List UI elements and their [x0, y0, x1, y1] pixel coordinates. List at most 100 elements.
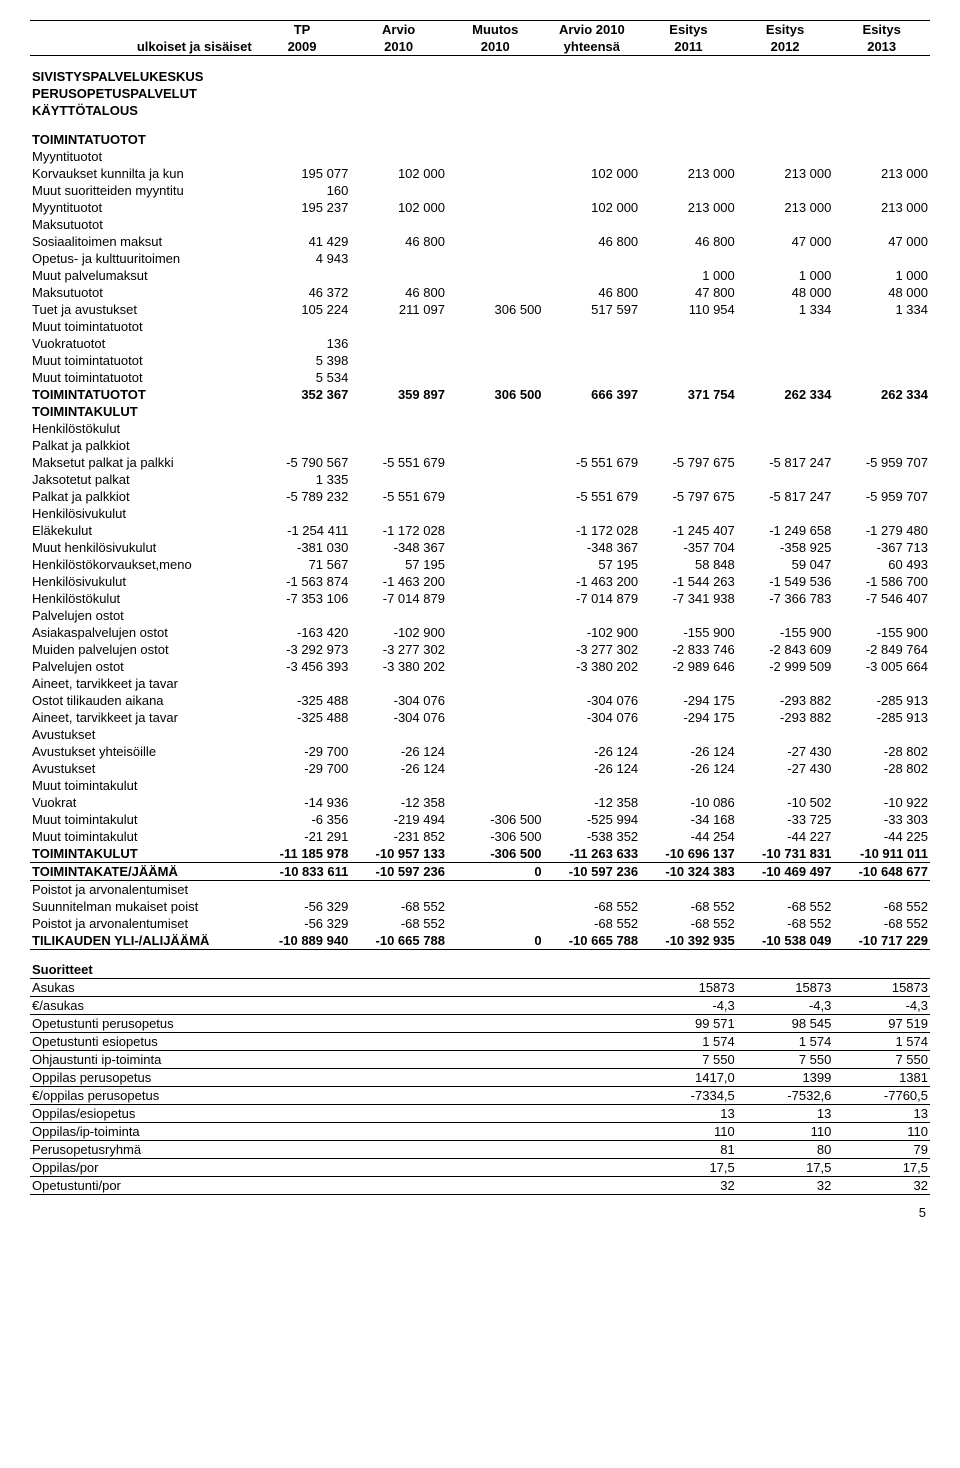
row-value: -5 959 707: [833, 454, 930, 471]
table-row: Henkilösivukulut: [30, 505, 930, 522]
table-row: TOIMINTAKATE/JÄÄMÄ-10 833 611-10 597 236…: [30, 862, 930, 880]
row-value: -4,3: [833, 997, 930, 1015]
row-value: 32: [737, 1177, 834, 1195]
row-value: [833, 403, 930, 420]
row-value: [544, 675, 641, 692]
row-value: -5 789 232: [254, 488, 351, 505]
section-title: SIVISTYSPALVELUKESKUS: [30, 68, 930, 85]
row-value: [447, 777, 544, 794]
row-value: -28 802: [833, 743, 930, 760]
row-value: -348 367: [350, 539, 447, 556]
row-value: [544, 880, 641, 898]
row-value: -26 124: [544, 743, 641, 760]
row-value: -12 358: [544, 794, 641, 811]
row-label: Palkat ja palkkiot: [30, 488, 254, 505]
row-value: [350, 1159, 447, 1177]
row-value: [737, 675, 834, 692]
row-value: [737, 471, 834, 488]
row-value: [350, 250, 447, 267]
row-value: [447, 352, 544, 369]
table-row: TOIMINTAKULUT: [30, 403, 930, 420]
row-value: -27 430: [737, 760, 834, 777]
row-value: -1 245 407: [640, 522, 737, 539]
row-value: [254, 267, 351, 284]
row-label: Muut palvelumaksut: [30, 267, 254, 284]
table-row: €/oppilas perusopetus-7334,5-7532,6-7760…: [30, 1087, 930, 1105]
row-value: 13: [737, 1105, 834, 1123]
row-value: -7760,5: [833, 1087, 930, 1105]
row-value: -2 833 746: [640, 641, 737, 658]
row-label: Oppilas/ip-toiminta: [30, 1123, 254, 1141]
table-row: Maksutuotot: [30, 216, 930, 233]
table-row: Palkat ja palkkiot-5 789 232-5 551 679-5…: [30, 488, 930, 505]
table-row: Muut suoritteiden myyntitu160: [30, 182, 930, 199]
row-label: Maksutuotot: [30, 284, 254, 301]
row-value: [737, 607, 834, 624]
row-value: [640, 216, 737, 233]
row-value: [447, 437, 544, 454]
row-value: [447, 182, 544, 199]
row-value: [737, 335, 834, 352]
row-value: -10 538 049: [737, 932, 834, 950]
row-value: 1 000: [640, 267, 737, 284]
row-value: 32: [640, 1177, 737, 1195]
row-value: -68 552: [640, 915, 737, 932]
row-value: [254, 979, 351, 997]
row-value: -1 463 200: [350, 573, 447, 590]
row-value: 59 047: [737, 556, 834, 573]
row-value: [737, 505, 834, 522]
row-value: [833, 216, 930, 233]
header-cell: Esitys: [640, 21, 737, 39]
row-value: [737, 148, 834, 165]
row-value: [350, 607, 447, 624]
row-value: [544, 403, 641, 420]
table-row: Avustukset yhteisöille-29 700-26 124-26 …: [30, 743, 930, 760]
row-value: -5 797 675: [640, 454, 737, 471]
row-value: -10 731 831: [737, 845, 834, 863]
row-value: [350, 1105, 447, 1123]
row-value: [833, 250, 930, 267]
header-cell: 2010: [447, 38, 544, 56]
table-row: Palvelujen ostot-3 456 393-3 380 202-3 3…: [30, 658, 930, 675]
row-value: [254, 1123, 351, 1141]
row-value: [544, 505, 641, 522]
table-row: Suunnitelman mukaiset poist-56 329-68 55…: [30, 898, 930, 915]
row-value: -10 911 011: [833, 845, 930, 863]
row-value: 41 429: [254, 233, 351, 250]
row-value: 15873: [833, 979, 930, 997]
row-value: [447, 1159, 544, 1177]
row-value: 57 195: [350, 556, 447, 573]
row-value: -68 552: [350, 915, 447, 932]
row-value: 102 000: [544, 199, 641, 216]
row-label: Henkilöstökulut: [30, 590, 254, 607]
table-row: Tuet ja avustukset105 224211 097306 5005…: [30, 301, 930, 318]
row-value: [447, 250, 544, 267]
row-value: 110 954: [640, 301, 737, 318]
row-value: -1 549 536: [737, 573, 834, 590]
row-value: [447, 915, 544, 932]
row-value: [544, 1051, 641, 1069]
row-value: 99 571: [640, 1015, 737, 1033]
table-row: Perusopetusryhmä818079: [30, 1141, 930, 1159]
row-value: [447, 318, 544, 335]
row-value: 1417,0: [640, 1069, 737, 1087]
table-row: Aineet, tarvikkeet ja tavar: [30, 675, 930, 692]
row-value: -3 277 302: [350, 641, 447, 658]
row-value: [447, 692, 544, 709]
row-value: [350, 1087, 447, 1105]
row-value: 5 398: [254, 352, 351, 369]
row-value: -294 175: [640, 709, 737, 726]
row-value: [254, 216, 351, 233]
row-value: [833, 369, 930, 386]
row-value: [350, 216, 447, 233]
row-value: -21 291: [254, 828, 351, 845]
row-label: Tuet ja avustukset: [30, 301, 254, 318]
row-value: 105 224: [254, 301, 351, 318]
row-value: [350, 420, 447, 437]
row-value: [447, 880, 544, 898]
row-value: [833, 726, 930, 743]
row-value: [640, 420, 737, 437]
row-value: [254, 880, 351, 898]
row-label: Vuokratuotot: [30, 335, 254, 352]
row-value: 32: [833, 1177, 930, 1195]
